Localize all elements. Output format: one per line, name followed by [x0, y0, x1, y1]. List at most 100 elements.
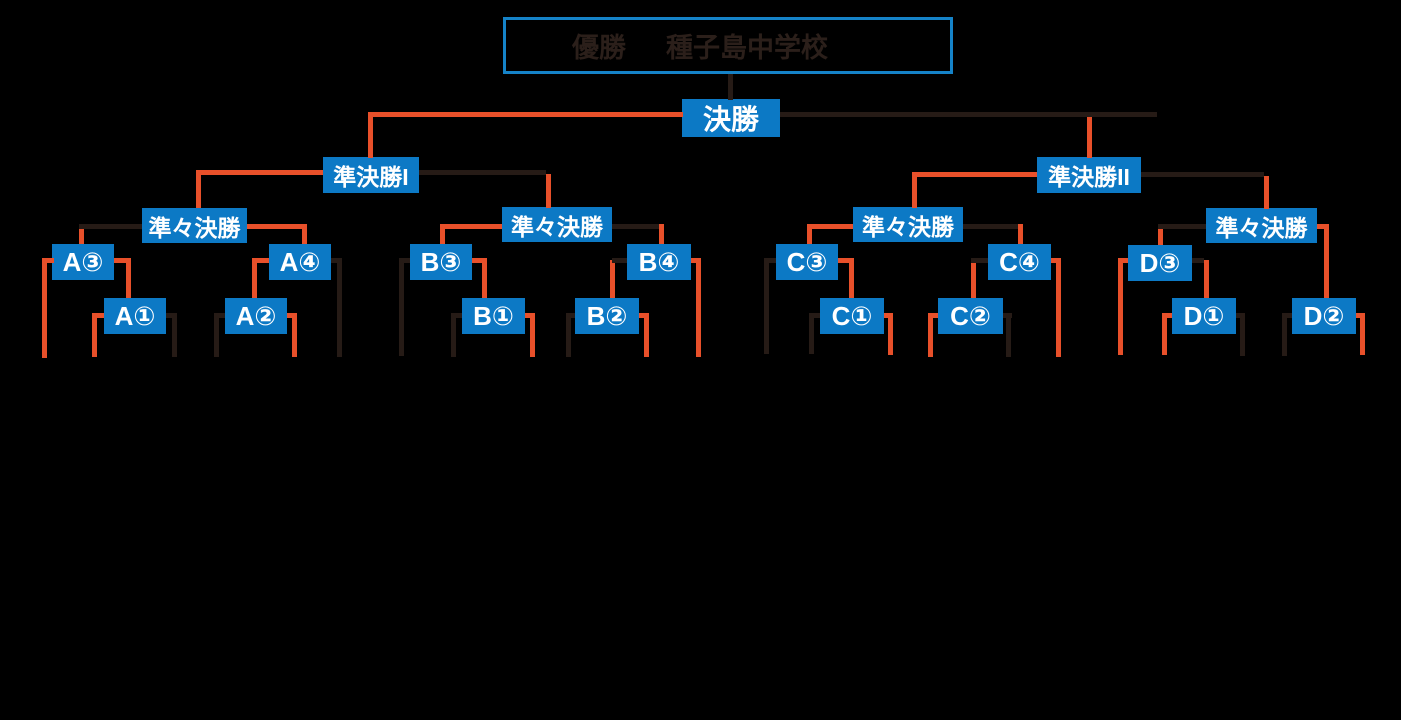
match-label-b3: B③ — [410, 244, 472, 280]
eliminated-line — [764, 258, 769, 354]
eliminated-line — [451, 313, 456, 357]
eliminated-line — [1006, 313, 1011, 357]
winner-line — [1056, 258, 1061, 357]
eliminated-line — [451, 313, 462, 318]
winner-line — [252, 258, 257, 298]
winner-line — [472, 258, 487, 263]
eliminated-line — [331, 258, 342, 263]
match-label-b2: B② — [575, 298, 639, 334]
eliminated-line — [1141, 172, 1264, 177]
match-label-a1: A① — [104, 298, 166, 334]
quarterfinal-b-label: 準々決勝 — [502, 207, 612, 242]
winner-line — [807, 224, 812, 244]
match-label-d1: D① — [1172, 298, 1236, 334]
winner-line — [928, 313, 933, 357]
match-label-d3: D③ — [1128, 245, 1192, 281]
winner-line — [530, 313, 535, 357]
eliminated-line — [1282, 313, 1292, 318]
eliminated-line — [399, 258, 404, 356]
eliminated-line — [566, 313, 571, 357]
eliminated-line — [612, 258, 627, 263]
champion-prefix-label: 優勝 — [572, 33, 626, 63]
final-label: 決勝 — [682, 99, 780, 137]
eliminated-line — [214, 313, 225, 318]
eliminated-line — [337, 258, 342, 357]
winner-line — [1360, 313, 1365, 355]
match-label-c4: C④ — [988, 244, 1051, 280]
winner-line — [368, 112, 683, 117]
eliminated-line — [166, 313, 177, 318]
winner-line — [292, 313, 297, 357]
winner-line — [928, 313, 938, 318]
eliminated-line — [399, 258, 410, 263]
winner-line — [1158, 224, 1163, 245]
winner-line — [247, 224, 302, 229]
eliminated-line — [1192, 258, 1204, 263]
match-label-a4: A④ — [269, 244, 331, 280]
eliminated-line — [419, 170, 546, 175]
winner-line — [912, 172, 1037, 177]
match-label-b1: B① — [462, 298, 525, 334]
winner-line — [126, 258, 131, 298]
match-label-a3: A③ — [52, 244, 114, 280]
winner-line — [1018, 224, 1023, 244]
match-label-c3: C③ — [776, 244, 838, 280]
eliminated-line — [172, 313, 177, 357]
winner-line — [610, 260, 615, 298]
winner-line — [196, 170, 323, 175]
winner-line — [42, 258, 54, 263]
eliminated-line — [1282, 313, 1287, 356]
quarterfinal-a-label: 準々決勝 — [142, 208, 247, 243]
winner-line — [1204, 260, 1209, 298]
winner-line — [644, 313, 649, 357]
winner-line — [807, 224, 853, 229]
winner-line — [440, 224, 445, 244]
eliminated-line — [809, 313, 814, 354]
winner-line — [1264, 176, 1269, 209]
winner-line — [114, 258, 131, 263]
winner-line — [302, 224, 307, 244]
winner-line — [92, 313, 97, 357]
winner-line — [888, 313, 893, 355]
eliminated-line — [612, 224, 659, 229]
eliminated-line — [79, 224, 142, 229]
eliminated-line — [214, 313, 219, 357]
champion-box: 優勝 種子島中学校 — [503, 17, 953, 74]
semifinal-2-label: 準決勝II — [1037, 157, 1141, 193]
winner-line — [92, 313, 104, 318]
eliminated-line — [971, 258, 988, 263]
eliminated-line — [764, 258, 776, 263]
winner-line — [1324, 224, 1329, 298]
winner-line — [42, 258, 47, 358]
winner-line — [1118, 258, 1128, 263]
winner-line — [252, 258, 269, 263]
winner-line — [971, 260, 976, 298]
match-label-c2: C② — [938, 298, 1003, 334]
winner-line — [440, 224, 502, 229]
match-label-c1: C① — [820, 298, 884, 334]
winner-line — [482, 258, 487, 298]
eliminated-line — [809, 313, 820, 318]
winner-line — [849, 258, 854, 298]
winner-line — [1317, 224, 1329, 229]
quarterfinal-d-label: 準々決勝 — [1206, 208, 1317, 243]
winner-line — [838, 258, 854, 263]
eliminated-line — [963, 224, 1018, 229]
eliminated-line — [1240, 313, 1245, 356]
champion-name: 種子島中学校 — [666, 33, 828, 63]
match-label-d2: D② — [1292, 298, 1356, 334]
winner-line — [1162, 313, 1172, 318]
eliminated-line — [780, 112, 1157, 117]
quarterfinal-c-label: 準々決勝 — [853, 207, 963, 242]
eliminated-line — [728, 74, 733, 100]
match-label-a2: A② — [225, 298, 287, 334]
winner-line — [79, 224, 84, 244]
match-label-b4: B④ — [627, 244, 691, 280]
winner-line — [196, 170, 201, 208]
winner-line — [546, 174, 551, 208]
winner-line — [659, 224, 664, 244]
winner-line — [1162, 313, 1167, 355]
winner-line — [368, 112, 373, 158]
winner-line — [912, 172, 917, 208]
